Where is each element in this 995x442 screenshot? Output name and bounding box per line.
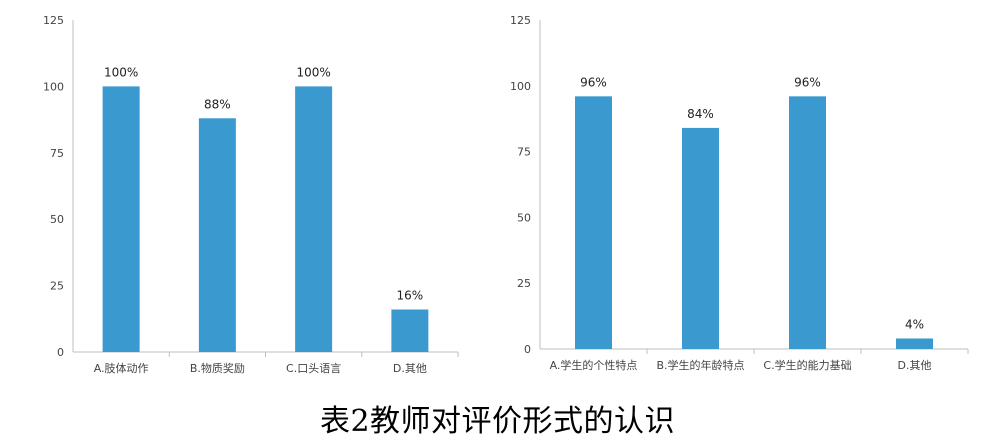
x-category-label: B.物质奖励	[190, 361, 245, 375]
bar-value-label: 100%	[296, 65, 330, 79]
bar	[789, 96, 826, 349]
y-tick-label: 75	[517, 146, 531, 159]
right-bar-chart: 0 25 50 75 100 125 96% A.学生的个性特点 84% B.学生的年龄特点 96%…	[510, 14, 969, 372]
y-tick-label: 25	[50, 280, 64, 293]
y-tick-label: 0	[57, 346, 64, 359]
y-tick-label: 125	[510, 14, 531, 27]
y-tick-label: 0	[524, 343, 531, 356]
y-tick-label: 25	[517, 277, 531, 290]
x-category-label: D.其他	[393, 362, 427, 375]
bar-value-label: 88%	[204, 97, 231, 111]
x-category-label: D.其他	[898, 359, 932, 372]
bar-value-label: 96%	[794, 75, 821, 89]
y-tick-label: 50	[517, 211, 531, 224]
bar	[896, 338, 933, 349]
bar-value-label: 100%	[104, 65, 138, 79]
x-category-label: A.学生的个性特点	[550, 358, 638, 372]
y-tick-label: 50	[50, 213, 64, 226]
x-category-label: A.肢体动作	[94, 361, 149, 375]
bar	[102, 86, 140, 353]
bar-value-label: 4%	[905, 317, 924, 331]
y-tick-label: 75	[50, 147, 64, 160]
x-category-label: C.口头语言	[286, 362, 341, 375]
x-category-label: B.学生的年龄特点	[656, 358, 744, 372]
x-category-label: C.学生的能力基础	[763, 358, 851, 372]
bar	[391, 309, 429, 352]
bar	[682, 127, 719, 349]
y-tick-label: 100	[43, 80, 64, 93]
y-tick-label: 125	[43, 14, 64, 27]
y-tick-label: 100	[510, 80, 531, 93]
bar-value-label: 96%	[580, 75, 607, 89]
charts-canvas: 0 25 50 75 100 125 100% A.肢体动作 88% B.物质奖励 100% C.口头…	[43, 14, 969, 375]
figure-caption: 表2教师对评价形式的认识	[319, 404, 676, 439]
left-bar-chart: 0 25 50 75 100 125 100% A.肢体动作 88% B.物质奖励 100% C.口头…	[43, 14, 459, 375]
bar-value-label: 16%	[397, 289, 424, 303]
bar	[575, 96, 612, 349]
bar	[198, 118, 236, 352]
bar-value-label: 84%	[687, 107, 714, 121]
bar	[295, 86, 333, 353]
